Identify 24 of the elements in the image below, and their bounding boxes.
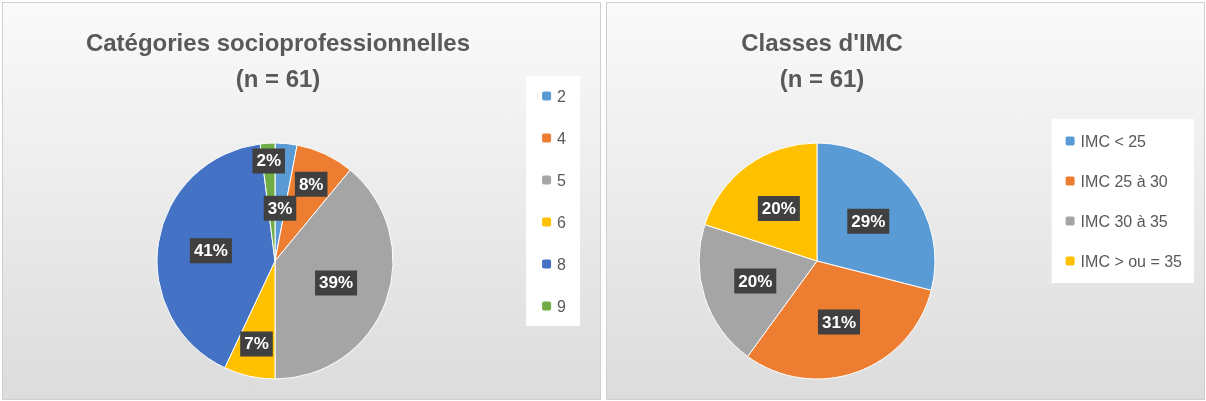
legend-label: 6 [557,213,567,231]
legend-label: IMC > ou = 35 [1080,252,1183,270]
legend-label: 4 [557,129,567,147]
data-label: 39% [319,273,354,293]
chart-title: Catégories socioprofessionnelles [85,28,471,56]
data-label: 31% [821,312,856,332]
data-label: 41% [193,241,228,261]
legend-label: IMC 30 à 35 [1080,212,1168,230]
chart-subtitle: (n = 61) [779,64,865,92]
legend-label: 2 [557,87,567,105]
chart-title: Classes d'IMC [741,28,903,56]
legend-label: IMC 25 à 30 [1080,172,1168,190]
legend-label: 5 [557,171,567,189]
legend-label: 8 [557,255,567,273]
data-label: 20% [738,271,773,291]
data-label: 29% [851,211,886,231]
chart-subtitle: (n = 61) [235,64,321,92]
legend-label: IMC < 25 [1080,132,1147,150]
data-label: 8% [298,174,324,194]
data-label: 20% [761,198,796,218]
data-label: 7% [244,334,269,354]
data-label: 3% [267,198,293,218]
data-label: 2% [256,151,281,171]
legend-label: 9 [557,297,567,315]
